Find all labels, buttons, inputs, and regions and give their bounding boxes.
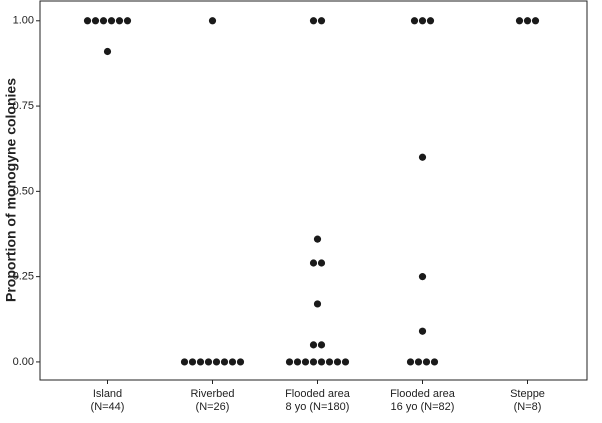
dot xyxy=(309,17,318,25)
dot xyxy=(418,17,427,25)
dot xyxy=(180,358,189,366)
dot xyxy=(103,47,112,56)
x-tick-label: 8 yo (N=180) xyxy=(286,401,350,413)
y-tick-label: 0.75 xyxy=(13,100,34,112)
dot xyxy=(414,358,423,366)
x-tick-label: Steppe xyxy=(510,388,545,400)
x-tick-label: (N=8) xyxy=(514,401,542,413)
dot xyxy=(83,17,92,25)
dot xyxy=(531,17,540,25)
dot xyxy=(228,358,237,366)
dot xyxy=(220,358,229,366)
dot xyxy=(204,358,213,366)
dot xyxy=(317,341,326,349)
x-tick-label: Flooded area xyxy=(390,388,456,400)
dot xyxy=(317,358,326,366)
dot xyxy=(317,17,326,25)
dot xyxy=(309,358,318,366)
dot xyxy=(333,358,342,366)
dot xyxy=(406,358,415,366)
x-tick-label: (N=26) xyxy=(196,401,230,413)
dot xyxy=(196,358,205,366)
dot xyxy=(410,17,419,25)
x-tick-label: 16 yo (N=82) xyxy=(391,401,455,413)
dot xyxy=(418,327,427,335)
y-tick-label: 1.00 xyxy=(13,15,34,27)
y-tick-label: 0.00 xyxy=(13,356,34,368)
x-tick-label: Riverbed xyxy=(190,388,234,400)
dot xyxy=(188,358,197,366)
x-tick-label: Flooded area xyxy=(285,388,351,400)
dot xyxy=(301,358,310,366)
plot-frame xyxy=(39,0,588,381)
dot xyxy=(285,358,294,366)
y-axis-title: Proportion of monogyne colonies xyxy=(3,78,19,302)
x-tick-label: Island xyxy=(93,388,122,400)
dot xyxy=(426,17,435,25)
dot xyxy=(293,358,302,366)
dot xyxy=(212,358,221,366)
dot xyxy=(422,358,431,366)
dot xyxy=(515,17,524,25)
dot xyxy=(418,273,427,281)
dot xyxy=(208,17,217,25)
dot xyxy=(325,358,334,366)
dot xyxy=(418,153,427,161)
dot xyxy=(107,17,116,25)
dot xyxy=(99,17,108,25)
dot xyxy=(341,358,350,366)
dot xyxy=(313,235,322,243)
x-tick-label: (N=44) xyxy=(91,401,125,413)
dot xyxy=(317,259,326,267)
dot xyxy=(309,259,318,267)
dot xyxy=(313,300,322,308)
dot xyxy=(123,17,132,25)
dot xyxy=(523,17,532,25)
dot xyxy=(430,358,439,366)
y-tick-label: 0.50 xyxy=(13,185,34,197)
dot xyxy=(91,17,100,25)
dot xyxy=(309,341,318,349)
y-tick-label: 0.25 xyxy=(13,271,34,283)
dot xyxy=(236,358,245,366)
dot xyxy=(115,17,124,25)
